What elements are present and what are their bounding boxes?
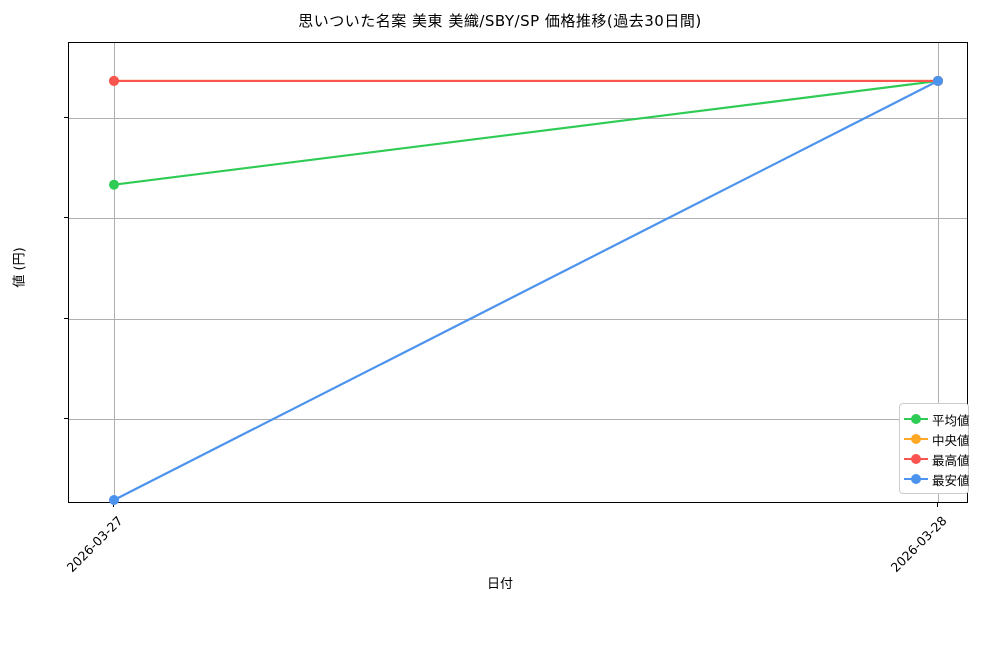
legend-item-max[interactable]: 最高値 [904,449,970,469]
x-tick-mark [937,503,938,507]
legend-label-median: 中央値 [932,432,970,448]
data-point [109,179,119,190]
gridline-2300 [69,419,967,420]
legend-label-average: 平均値 [932,412,970,428]
data-point [109,75,119,86]
gridline-2450 [69,118,967,119]
y-tick-mark [64,318,68,319]
x-axis-label: 日付 [486,577,513,592]
legend-label-min: 最安値 [932,472,970,488]
legend-item-median[interactable]: 中央値 [904,429,970,449]
legend-swatch-max-icon [904,453,928,465]
y-axis-label: 値 (円) [12,247,28,288]
chart-legend[interactable]: 平均値 中央値 最高値 最安値 [899,403,970,494]
legend-item-min[interactable]: 最安値 [904,469,970,489]
data-point [933,75,943,86]
gridline-2350 [69,319,967,320]
y-tick-mark [64,418,68,419]
plot-area [68,42,968,506]
legend-swatch-min-icon [904,473,928,485]
legend-swatch-median-icon [904,433,928,445]
legend-swatch-average-icon [904,413,928,425]
series-layer [109,75,943,506]
legend-label-max: 最高値 [932,452,970,468]
series-line-最安値 [112,79,940,502]
y-tick-mark [64,217,68,218]
chart-title: 思いついた名案 美東 美織/SBY/SP 価格推移(過去30日間) [298,12,702,30]
chart-figure: 思いついた名案 美東 美織/SBY/SP 価格推移(過去30日間) 値 (円) … [12,12,970,592]
data-point [109,495,119,506]
y-tick-mark [64,117,68,118]
x-tick-mark [113,503,114,507]
gridline-x-2026-03-28 [938,43,939,502]
gridline-2400 [69,218,967,219]
legend-item-average[interactable]: 平均値 [904,409,970,429]
series-line-平均値 [112,79,940,186]
gridline-x-2026-03-27 [114,43,115,502]
